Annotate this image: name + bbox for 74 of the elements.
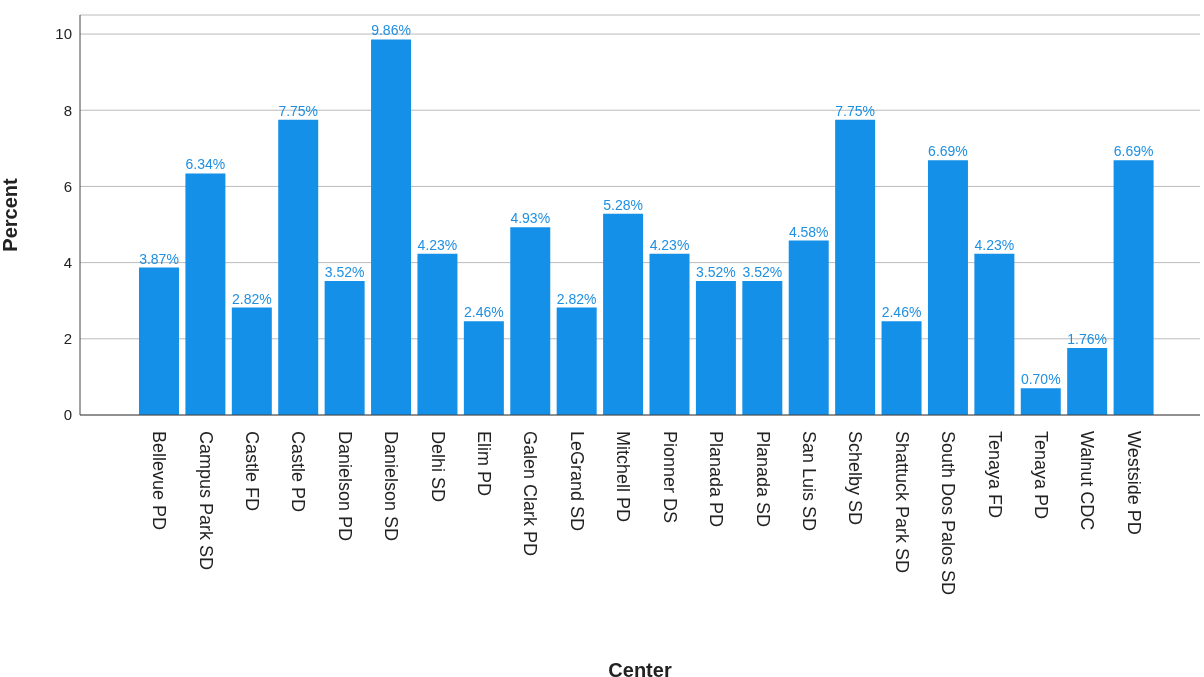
data-label: 3.52%: [742, 263, 783, 280]
bar: [1020, 388, 1061, 415]
x-tick-label: Danielson SD: [381, 431, 402, 542]
y-axis-title: Percent: [0, 177, 22, 252]
x-tick-label: Planada SD: [752, 431, 773, 528]
x-tick-label: Tenaya FD: [984, 431, 1005, 519]
y-tick-label: 0: [63, 406, 72, 424]
data-label: 3.52%: [696, 263, 736, 280]
bar: [371, 39, 412, 415]
x-tick-label: LeGrand SD: [566, 431, 587, 532]
x-tick-label: Walnut CDC: [1077, 431, 1098, 531]
bar: [603, 213, 644, 415]
y-tick-label: 10: [55, 25, 72, 43]
x-tick-label: Danielson PD: [334, 431, 355, 542]
bar: [463, 321, 504, 415]
bar: [278, 119, 319, 415]
data-label: 3.52%: [324, 263, 365, 280]
data-label: 0.70%: [1020, 371, 1061, 388]
x-tick-label: Castle FD: [242, 431, 263, 512]
x-tick-label: Shattuck Park SD: [891, 431, 912, 574]
data-label: 3.87%: [139, 250, 179, 267]
bar: [927, 160, 968, 415]
bar: [835, 119, 876, 415]
bar: [510, 227, 551, 415]
data-label: 4.23%: [974, 236, 1015, 253]
x-tick-label: Castle PD: [288, 431, 309, 513]
data-label: 1.76%: [1067, 330, 1108, 347]
x-tick-label: Schelby SD: [845, 431, 866, 526]
x-tick-label: Tenaya PD: [1030, 431, 1051, 520]
bar: [556, 307, 597, 415]
x-tick-label: Elim PD: [474, 431, 495, 497]
data-label: 4.93%: [510, 210, 551, 227]
data-label: 2.82%: [556, 290, 597, 307]
data-label: 5.28%: [603, 196, 643, 213]
data-label: 9.86%: [371, 22, 411, 39]
y-tick-label: 8: [63, 101, 72, 119]
bar: [695, 280, 736, 415]
data-label: 6.69%: [928, 143, 968, 160]
bar: [649, 253, 690, 415]
bar: [788, 240, 829, 415]
bar: [881, 321, 922, 415]
data-label: 6.34%: [185, 156, 226, 173]
data-label: 2.82%: [231, 290, 272, 307]
bar: [742, 280, 783, 415]
bar: [139, 267, 179, 415]
data-label: 7.75%: [278, 102, 319, 119]
x-tick-label: San Luis SD: [798, 431, 819, 532]
data-label: 2.46%: [464, 304, 504, 321]
data-label: 7.75%: [835, 102, 875, 119]
x-tick-label: Bellevue PD: [149, 431, 170, 531]
x-tick-label: Galen Clark PD: [520, 431, 541, 557]
data-label: 4.58%: [788, 223, 829, 240]
bar: [231, 307, 272, 415]
bar: [417, 253, 458, 415]
bar: [185, 173, 226, 415]
bar: [1113, 160, 1154, 415]
data-label: 2.46%: [881, 304, 922, 321]
x-tick-label: Westside PD: [1123, 431, 1144, 535]
bar: [974, 253, 1015, 415]
y-tick-label: 2: [63, 330, 72, 348]
data-label: 4.23%: [649, 236, 690, 253]
x-tick-label: Mitchell PD: [613, 431, 634, 523]
x-tick-label: Campus Park SD: [195, 431, 216, 571]
bar: [1067, 347, 1108, 415]
x-tick-label: Delhi SD: [427, 431, 448, 503]
bar: [324, 280, 365, 415]
x-tick-label: Planada PD: [706, 431, 727, 528]
y-tick-label: 6: [63, 177, 72, 195]
x-tick-label: Pionner DS: [659, 431, 680, 524]
x-axis-title: Center: [608, 659, 672, 677]
data-label: 4.23%: [417, 236, 458, 253]
y-tick-label: 4: [63, 253, 72, 271]
x-tick-label: South Dos Palos SD: [938, 431, 959, 596]
data-label: 6.69%: [1113, 143, 1154, 160]
